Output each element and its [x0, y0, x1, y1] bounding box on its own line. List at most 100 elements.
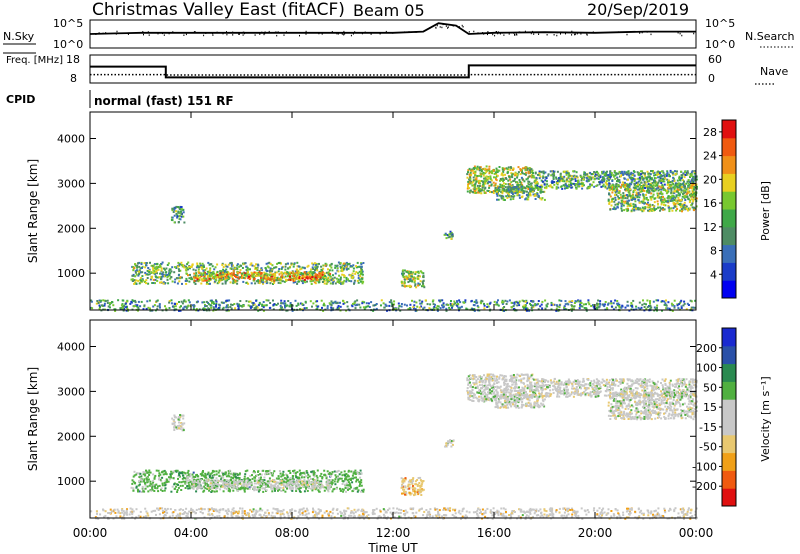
- heatmap-cell: [161, 273, 164, 275]
- heatmap-cell: [342, 281, 345, 284]
- heatmap-cell: [491, 170, 494, 173]
- heatmap-cell: [541, 185, 544, 188]
- heatmap-cell: [305, 487, 307, 490]
- heatmap-cell: [232, 272, 235, 275]
- heatmap-cell: [608, 174, 611, 177]
- heatmap-cell: [676, 188, 679, 191]
- heatmap-cell: [409, 285, 411, 288]
- heatmap-cell: [393, 300, 396, 303]
- heatmap-cell: [610, 300, 613, 303]
- heatmap-cell: [587, 178, 590, 181]
- heatmap-cell: [531, 176, 534, 179]
- heatmap-cell: [536, 193, 539, 195]
- heatmap-cell: [597, 175, 600, 178]
- heatmap-cell: [404, 285, 406, 288]
- heatmap-cell: [464, 299, 467, 302]
- heatmap-cell: [680, 199, 683, 201]
- heatmap-cell: [501, 192, 504, 195]
- heatmap-cell: [613, 200, 616, 203]
- heatmap-cell: [194, 283, 197, 285]
- heatmap-cell: [352, 472, 355, 475]
- heatmap-cell: [593, 178, 596, 181]
- heatmap-cell: [173, 302, 176, 305]
- heatmap-cell: [410, 270, 412, 273]
- heatmap-cell: [419, 275, 421, 278]
- heatmap-cell: [487, 169, 490, 172]
- heatmap-cell: [619, 186, 622, 188]
- heatmap-cell: [671, 209, 674, 212]
- heatmap-cell: [325, 278, 328, 281]
- heatmap-cell: [299, 273, 302, 276]
- heatmap-cell: [466, 187, 469, 190]
- heatmap-cell: [627, 170, 630, 173]
- heatmap-cell: [478, 179, 481, 182]
- noise-point: [441, 26, 443, 29]
- heatmap-cell: [215, 305, 217, 308]
- heatmap-cell: [193, 279, 196, 282]
- heatmap-cell: [552, 178, 555, 180]
- heatmap-cell: [607, 303, 610, 306]
- heatmap-cell: [511, 173, 514, 176]
- heatmap-cell: [265, 278, 268, 281]
- heatmap-cell: [607, 176, 610, 179]
- heatmap-cell: [286, 476, 289, 479]
- heatmap-cell: [519, 173, 522, 176]
- heatmap-cell: [289, 477, 292, 479]
- heatmap-cell: [403, 284, 406, 287]
- heatmap-cell: [563, 175, 566, 178]
- heatmap-cell: [527, 192, 530, 195]
- heatmap-cell: [635, 305, 638, 308]
- heatmap-cell: [309, 270, 312, 273]
- heatmap-cell: [618, 306, 621, 309]
- heatmap-cell: [540, 303, 543, 306]
- heatmap-cell: [321, 271, 324, 274]
- heatmap-cell: [322, 304, 325, 307]
- heatmap-cell: [680, 307, 683, 309]
- heatmap-cell: [665, 189, 668, 192]
- heatmap-cell: [682, 179, 684, 182]
- heatmap-cell: [270, 268, 273, 271]
- heatmap-cell: [264, 267, 267, 269]
- heatmap-cell: [625, 185, 628, 188]
- heatmap-cell: [232, 264, 234, 267]
- heatmap-cell: [602, 177, 605, 179]
- heatmap-cell: [645, 181, 648, 184]
- heatmap-cell: [212, 271, 215, 274]
- heatmap-cell: [511, 185, 513, 188]
- heatmap-cell: [229, 262, 232, 265]
- heatmap-cell: [484, 172, 487, 175]
- heatmap-cell: [510, 172, 513, 175]
- heatmap-cell: [132, 273, 135, 276]
- heatmap-cell: [140, 263, 143, 265]
- heatmap-cell: [641, 206, 644, 209]
- nave-label: Nave: [760, 65, 788, 78]
- heatmap-cell: [120, 304, 123, 307]
- heatmap-cell: [172, 211, 175, 213]
- heatmap-cell: [225, 480, 228, 483]
- heatmap-cell: [543, 198, 546, 201]
- heatmap-cell: [636, 181, 639, 184]
- heatmap-cell: [606, 307, 608, 310]
- heatmap-cell: [535, 176, 538, 179]
- noise-point: [352, 33, 354, 35]
- heatmap-cell: [272, 304, 275, 306]
- heatmap-cell: [624, 306, 627, 309]
- heatmap-cell: [184, 280, 187, 282]
- heatmap-cell: [201, 262, 204, 265]
- heatmap-cell: [278, 268, 281, 270]
- heatmap-cell: [482, 181, 485, 184]
- heatmap-cell: [679, 193, 681, 196]
- heatmap-cell: [648, 208, 651, 211]
- heatmap-cell: [666, 183, 669, 186]
- noise-point: [429, 27, 431, 29]
- heatmap-cell: [693, 191, 696, 194]
- heatmap-cell: [243, 489, 246, 492]
- heatmap-cell: [250, 271, 253, 274]
- heatmap-cell: [187, 473, 190, 476]
- heatmap-cell: [301, 308, 304, 311]
- heatmap-cell: [510, 181, 513, 184]
- noise-point: [497, 32, 499, 35]
- heatmap-cell: [185, 272, 188, 275]
- heatmap-cell: [260, 277, 262, 279]
- heatmap-cell: [647, 204, 650, 207]
